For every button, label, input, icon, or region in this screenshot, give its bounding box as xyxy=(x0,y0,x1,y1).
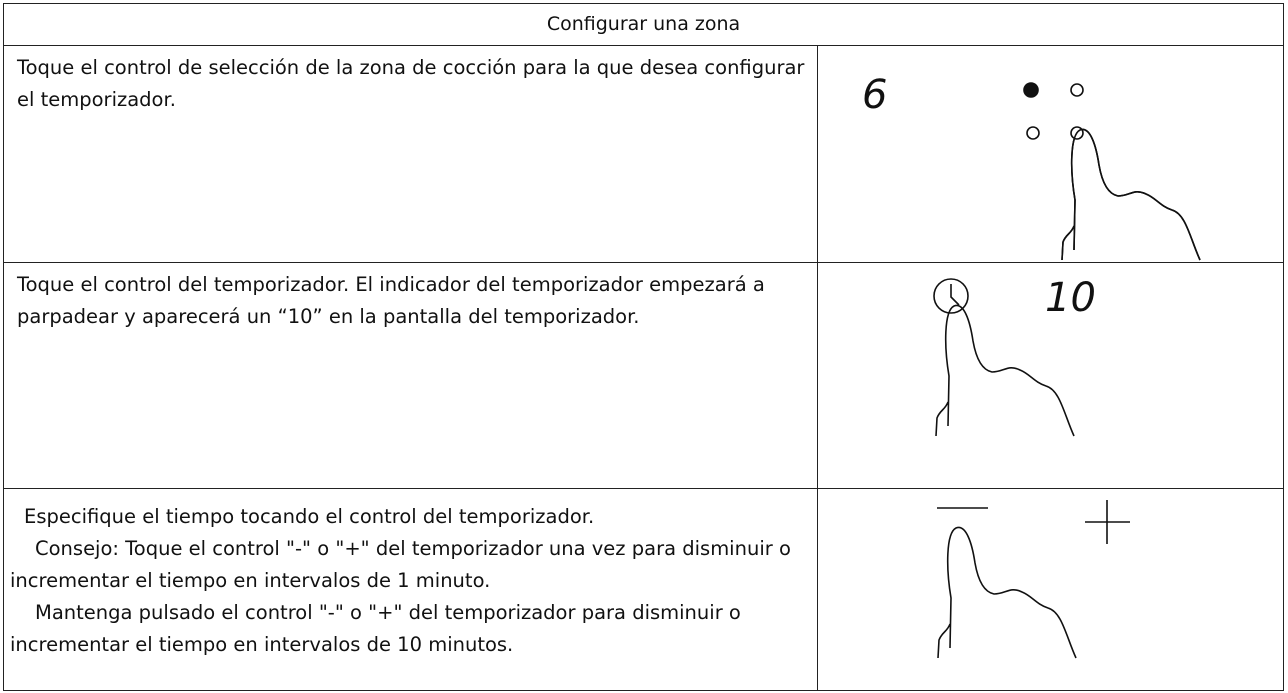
paragraph: Toque el control del temporizador. El in… xyxy=(17,273,765,328)
indicator xyxy=(1070,83,1084,97)
paragraph: Mantenga pulsado el control "-" o "+" de… xyxy=(10,601,741,656)
finger xyxy=(1061,128,1201,261)
display-digit: 10 xyxy=(1045,275,1096,321)
row-text: Especifique el tiempo tocando el control… xyxy=(3,488,818,691)
indicator xyxy=(1023,82,1039,98)
paragraph: Toque el control de selección de la zona… xyxy=(17,56,805,111)
display-digit: 6 xyxy=(862,72,887,118)
finger xyxy=(1061,128,1201,261)
finger xyxy=(935,304,1075,437)
paragraph: Especifique el tiempo tocando el control… xyxy=(24,505,595,528)
row-text: Toque el control del temporizador. El in… xyxy=(3,262,818,489)
finger xyxy=(937,526,1077,659)
row-illustration xyxy=(817,488,1284,691)
indicator xyxy=(1026,126,1040,140)
paragraph: Consejo: Toque el control "-" o "+" del … xyxy=(10,537,791,592)
clock-hands xyxy=(950,284,960,306)
